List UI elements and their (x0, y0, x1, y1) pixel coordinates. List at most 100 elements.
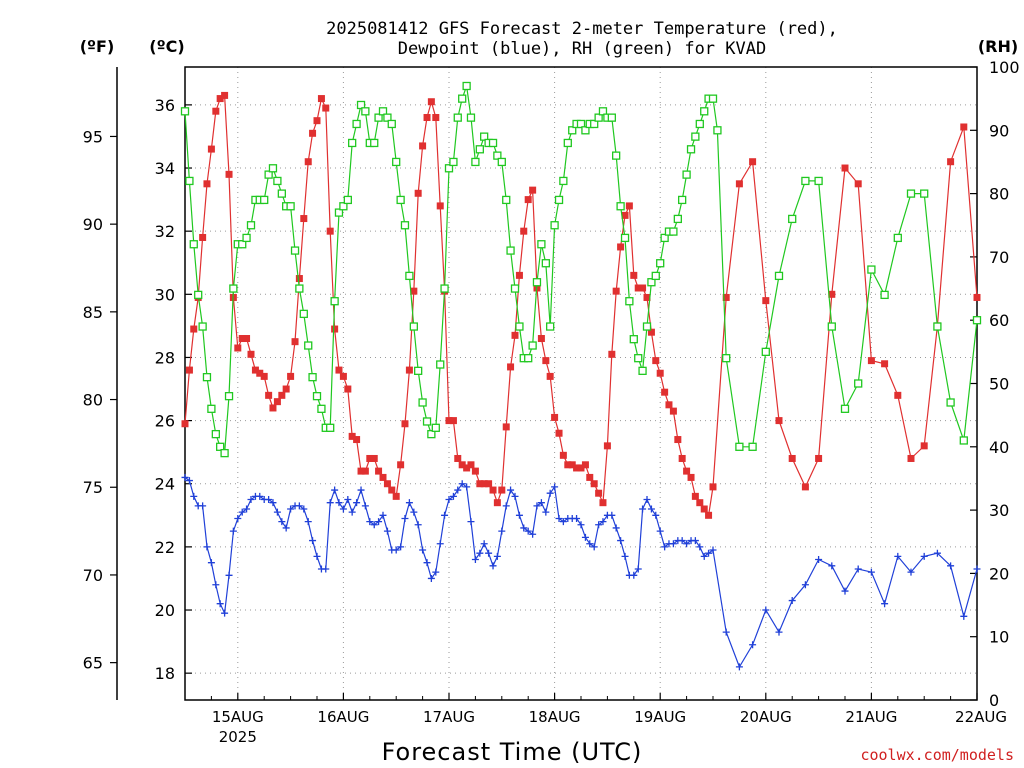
dewpoint-point (621, 552, 629, 560)
dewpoint-point (881, 600, 889, 608)
2-meter-temperature-point (269, 404, 277, 412)
rh-point (827, 322, 836, 331)
dewpoint-point (507, 486, 515, 494)
fahrenheit-tick-label: 70 (83, 566, 103, 585)
rh-point (220, 448, 229, 458)
2-meter-temperature-point (555, 429, 563, 437)
dewpoint-point (423, 559, 431, 567)
dewpoint-point (238, 508, 246, 516)
dewpoint-point (661, 543, 669, 551)
dewpoint-point (256, 492, 264, 500)
dewpoint-point (643, 496, 651, 504)
credit-link[interactable]: coolwx.com/models (860, 746, 1014, 764)
2-meter-temperature-point (216, 95, 224, 103)
dewpoint-point (533, 502, 541, 510)
x-tick-label: 15AUG (212, 708, 264, 726)
rh-tick-label: 90 (989, 121, 1009, 140)
rh-point (660, 233, 669, 243)
2-meter-temperature-point (507, 363, 515, 371)
2-meter-temperature-point (300, 215, 308, 223)
dewpoint-point (449, 492, 457, 500)
rh-point (286, 202, 295, 211)
chart-title-line1: 2025081412 GFS Forecast 2-meter Temperat… (326, 19, 838, 39)
dewpoint-point (498, 527, 506, 535)
2-meter-temperature-point (705, 511, 713, 519)
2-meter-temperature-point (542, 357, 550, 365)
dewpoint-point (854, 565, 862, 573)
rh-point (620, 233, 630, 243)
celsius-tick-label: 20 (155, 601, 175, 620)
2-meter-temperature-point (643, 293, 651, 301)
dewpoint-point (419, 546, 427, 554)
rh-point (647, 278, 656, 287)
dewpoint-point (207, 559, 215, 567)
dewpoint-point (960, 612, 968, 620)
rh-point (405, 271, 414, 281)
rh-point (510, 284, 520, 293)
2-meter-temperature-point (322, 104, 330, 112)
2-meter-temperature-point (181, 420, 189, 428)
2-meter-temperature-point (335, 366, 343, 374)
rh-point (546, 322, 555, 331)
rh-point (497, 157, 506, 167)
2-meter-temperature-point (207, 145, 215, 153)
dewpoint-point (471, 556, 479, 564)
2-meter-temperature-point (282, 385, 290, 393)
2-meter-temperature-point (463, 464, 471, 472)
rh-point (180, 107, 190, 116)
dewpoint-point (476, 549, 484, 557)
dewpoint-point (436, 540, 444, 548)
rh-point (246, 221, 256, 230)
rh-point (466, 113, 476, 122)
rh-point (682, 170, 691, 179)
rh-tick-label: 60 (989, 311, 1009, 330)
2-meter-temperature-point (529, 186, 537, 194)
rh-point (541, 259, 550, 268)
dewpoint-point (735, 663, 743, 671)
dewpoint-point (489, 562, 497, 570)
2-meter-temperature-point (410, 287, 418, 295)
rh-point (515, 322, 524, 331)
grid-lines (185, 67, 977, 700)
rh-point (343, 195, 352, 205)
rh-point (669, 227, 678, 236)
fahrenheit-tick-label: 80 (83, 391, 103, 410)
dewpoint-point (709, 546, 717, 554)
dewpoint-point (502, 502, 510, 510)
2-meter-temperature-point (502, 423, 510, 431)
rh-point (537, 240, 546, 249)
rh-point (348, 138, 357, 148)
rh-point (788, 214, 797, 224)
2-meter-temperature-series (181, 91, 981, 519)
rh-point (801, 176, 810, 186)
rh-point (642, 322, 652, 331)
2-meter-temperature-point (414, 189, 422, 197)
dewpoint-point (920, 552, 928, 560)
2-meter-temperature-point (304, 158, 312, 166)
rh-point (216, 442, 225, 451)
celsius-tick-label: 18 (155, 664, 175, 683)
rh-point (629, 335, 638, 344)
dewpoint-point (551, 483, 559, 491)
dewpoint-point (617, 537, 625, 545)
dewpoint-point (432, 568, 440, 576)
2-meter-temperature-point (665, 401, 673, 409)
2-meter-temperature-point (669, 407, 677, 415)
rh-line (184, 85, 978, 455)
celsius-tick-label: 22 (155, 538, 175, 557)
2-meter-temperature-point (608, 350, 616, 358)
dewpoint-point (801, 581, 809, 589)
rh-point (374, 113, 383, 122)
2-meter-temperature-point (590, 480, 598, 488)
rh-point (700, 107, 709, 116)
dewpoint-point (383, 527, 391, 535)
data-series (180, 81, 982, 671)
rh-point (774, 271, 784, 281)
rh-point (458, 94, 467, 103)
rh-point (290, 246, 300, 255)
2-meter-temperature-point (317, 95, 325, 103)
2-meter-temperature-point (691, 492, 699, 500)
fahrenheit-tick-label: 75 (83, 478, 103, 497)
dewpoint-point (344, 496, 352, 504)
rh-point (370, 138, 379, 148)
